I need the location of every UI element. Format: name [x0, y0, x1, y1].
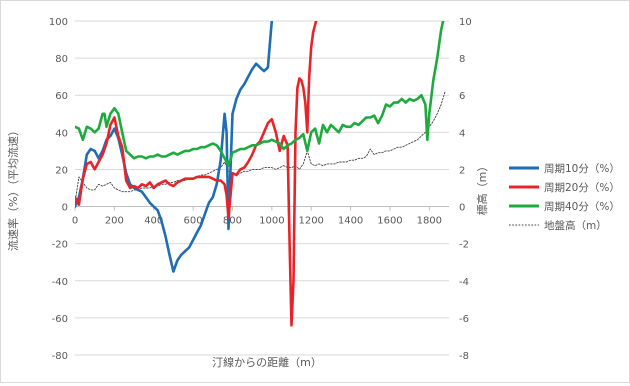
x-tick-label: 1200	[298, 216, 323, 227]
y-tick-label: -40	[52, 277, 68, 288]
y-tick-label: 100	[49, 17, 68, 28]
legend: 周期10分（%） 周期20分（%） 周期40分（%） 地盤高（m）	[509, 163, 620, 232]
series-lines	[75, 21, 446, 327]
legend-label: 地盤高（m）	[544, 219, 607, 232]
y2-tick-label: 0	[459, 203, 465, 214]
y2-tick-label: 10	[459, 17, 472, 28]
y2-tick-label: 6	[459, 91, 465, 102]
y-tick-label: -80	[52, 351, 68, 362]
y-tick-label: 40	[55, 128, 68, 139]
y-tick-label: 80	[55, 54, 68, 65]
y2-axis-label: 標高（m）	[475, 161, 489, 216]
series-line-1	[75, 21, 318, 327]
legend-label: 周期20分（%）	[544, 182, 620, 194]
y2-tick-label: -6	[459, 314, 469, 325]
y2-tick-label: 8	[459, 54, 465, 65]
y-tick-label: 60	[55, 91, 68, 102]
y2-tick-label: -8	[459, 351, 469, 362]
series-line-3	[75, 91, 446, 204]
y-tick-label: 20	[55, 165, 68, 176]
x-tick-label: 400	[144, 216, 163, 227]
axes: -80-60-40-20020406080100-8-6-4-202468100…	[49, 17, 472, 362]
legend-label: 周期10分（%）	[544, 163, 620, 175]
x-tick-label: 800	[223, 216, 242, 227]
x-tick-label: 1600	[377, 216, 402, 227]
x-tick-label: 600	[184, 216, 203, 227]
y-axis-label: 流速率（%）（平均流速）	[6, 125, 20, 251]
x-tick-label: 1000	[259, 216, 284, 227]
x-tick-label: 200	[105, 216, 124, 227]
y2-tick-label: 4	[459, 128, 465, 139]
legend-label: 周期40分（%）	[544, 201, 620, 213]
y2-tick-label: 2	[459, 165, 465, 176]
x-tick-label: 1800	[417, 216, 442, 227]
x-tick-label: 0	[72, 216, 78, 227]
x-tick-label: 1400	[338, 216, 363, 227]
x-axis-label: 汀線からの距離（m）	[212, 355, 322, 369]
series-line-2	[75, 21, 445, 167]
y-tick-label: -20	[52, 240, 68, 251]
y-tick-label: -60	[52, 314, 68, 325]
y2-tick-label: -2	[459, 240, 469, 251]
y2-tick-label: -4	[459, 277, 469, 288]
y-tick-label: 0	[62, 203, 68, 214]
